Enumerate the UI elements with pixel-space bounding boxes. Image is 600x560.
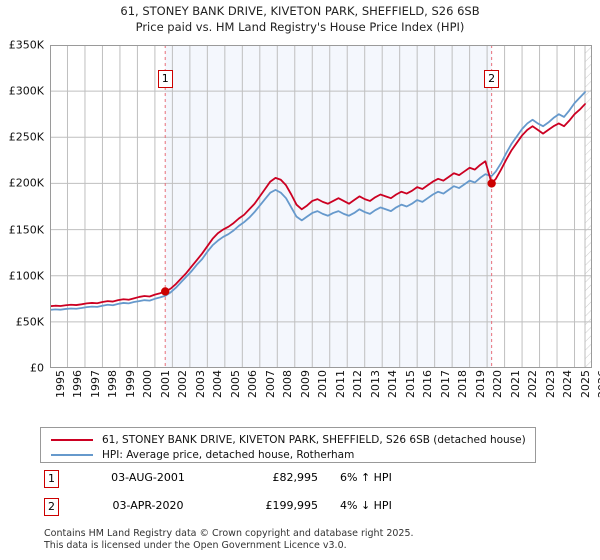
x-axis-tick-24: 2019 [473, 370, 487, 398]
legend-label-hpi: HPI: Average price, detached house, Roth… [102, 449, 355, 461]
x-axis-tick-4: 1999 [123, 370, 137, 398]
page-title: 61, STONEY BANK DRIVE, KIVETON PARK, SHE… [120, 4, 480, 18]
x-axis-tick-10: 2005 [228, 370, 242, 398]
provisional-data-hatch [584, 45, 592, 368]
x-axis-tick-29: 2024 [561, 370, 575, 398]
transaction-index-2: 2 [44, 498, 59, 516]
y-axis-tick-7: £350K [8, 38, 44, 52]
transaction-list: 1 03-AUG-2001 £82,995 6% ↑ HPI 2 03-APR-… [40, 470, 560, 526]
transaction-hpi-delta-2: 4% ↓ HPI [340, 499, 392, 512]
x-axis-tick-1: 1996 [71, 370, 85, 398]
y-axis-tick-6: £300K [8, 84, 44, 98]
x-axis-tick-21: 2016 [421, 370, 435, 398]
x-axis-tick-11: 2006 [246, 370, 260, 398]
legend-item-hpi: HPI: Average price, detached house, Roth… [47, 448, 529, 462]
chart-svg [50, 45, 592, 368]
transaction-hpi-delta-1: 6% ↑ HPI [340, 471, 392, 484]
x-axis-tick-17: 2012 [351, 370, 365, 398]
ownership-shaded-span [165, 45, 492, 368]
legend-item-property: 61, STONEY BANK DRIVE, KIVETON PARK, SHE… [47, 433, 529, 447]
legend-swatch-property [51, 439, 93, 441]
page-subtitle: Price paid vs. HM Land Registry's House … [135, 20, 465, 34]
x-axis-tick-15: 2010 [316, 370, 330, 398]
x-axis-tick-7: 2002 [176, 370, 190, 398]
legend-swatch-hpi [51, 454, 93, 456]
transaction-index-1: 1 [44, 470, 59, 488]
price-history-chart [50, 45, 592, 368]
x-axis-tick-5: 2000 [141, 370, 155, 398]
sale-markers [161, 45, 496, 368]
x-axis-tick-27: 2022 [526, 370, 540, 398]
chart-series-layer [50, 91, 586, 311]
x-axis-labels: 1995 1996 1997 1998 1999 2000 2001 2002 2003 2004… [50, 370, 600, 425]
y-axis-tick-1: £50K [15, 315, 44, 329]
transaction-row-1[interactable]: 1 03-AUG-2001 £82,995 6% ↑ HPI [40, 470, 560, 498]
y-axis-tick-0: £0 [30, 361, 44, 375]
x-axis-tick-20: 2015 [403, 370, 417, 398]
x-axis-tick-3: 1998 [106, 370, 120, 398]
x-axis-tick-0: 1995 [54, 370, 67, 398]
x-axis-tick-30: 2025 [578, 370, 592, 398]
chart-gridlines [50, 45, 592, 368]
x-axis-tick-14: 2009 [298, 370, 312, 398]
y-axis-tick-3: £150K [8, 223, 44, 237]
transaction-price-2: £199,995 [265, 499, 319, 512]
x-axis-tick-2: 1997 [88, 370, 102, 398]
y-axis-tick-4: £200K [8, 176, 44, 190]
x-axis-tick-22: 2017 [438, 370, 452, 398]
legend-label-property: 61, STONEY BANK DRIVE, KIVETON PARK, SHE… [102, 434, 526, 446]
x-axis-tick-12: 2007 [263, 370, 277, 398]
x-axis-tick-31: 2026 [596, 370, 600, 398]
y-axis-tick-5: £250K [8, 130, 44, 144]
transaction-date-1: 03-AUG-2001 [111, 471, 185, 484]
x-axis-tick-13: 2008 [281, 370, 295, 398]
x-axis-tick-8: 2003 [193, 370, 207, 398]
x-axis-tick-6: 2001 [158, 370, 172, 398]
x-axis-tick-26: 2021 [508, 370, 522, 398]
transaction-row-2[interactable]: 2 03-APR-2020 £199,995 4% ↓ HPI [40, 498, 560, 526]
x-axis-tick-19: 2014 [386, 370, 400, 398]
x-axis-tick-23: 2018 [456, 370, 470, 398]
transaction-date-2: 03-APR-2020 [112, 499, 184, 512]
footer-line-2: This data is licensed under the Open Gov… [44, 539, 347, 551]
x-axis-tick-25: 2020 [491, 370, 505, 398]
x-axis-tick-9: 2004 [211, 370, 225, 398]
chart-legend: 61, STONEY BANK DRIVE, KIVETON PARK, SHE… [40, 427, 536, 463]
chart-title-block: 61, STONEY BANK DRIVE, KIVETON PARK, SHE… [0, 3, 600, 35]
x-axis-tick-16: 2011 [333, 370, 347, 398]
sale-marker-flag-2: 2 [484, 70, 500, 88]
x-axis-tick-28: 2023 [543, 370, 557, 398]
transaction-price-1: £82,995 [272, 471, 319, 484]
footer-line-1: Contains HM Land Registry data © Crown c… [44, 528, 414, 539]
licence-footer: Contains HM Land Registry data © Crown c… [44, 528, 584, 551]
y-axis-labels: £0 £50K £100K £150K £200K £250K £300K £350K [0, 39, 48, 375]
sale-marker-flag-1: 1 [157, 70, 173, 88]
y-axis-tick-2: £100K [8, 269, 44, 283]
x-axis-tick-18: 2013 [368, 370, 382, 398]
